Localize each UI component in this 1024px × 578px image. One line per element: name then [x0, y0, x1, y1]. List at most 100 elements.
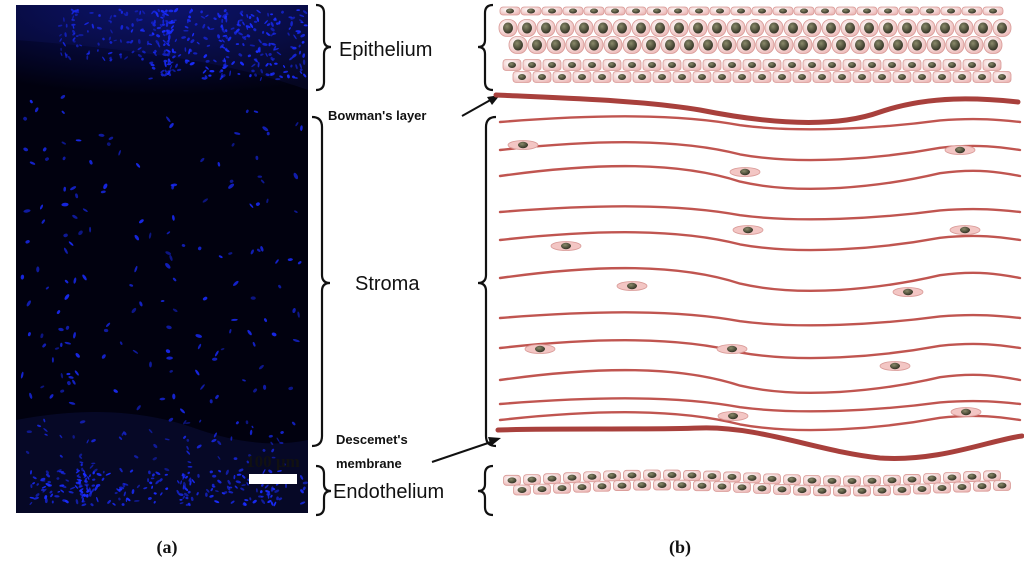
nucleus-dot — [119, 467, 123, 473]
cell-nucleus — [788, 22, 798, 34]
cell-nucleus — [958, 74, 966, 80]
nucleus-dot — [88, 487, 92, 493]
nucleus-dot — [45, 483, 51, 487]
nucleus-dot — [299, 63, 302, 69]
nucleus-dot — [148, 470, 151, 475]
nucleus-dot — [209, 69, 215, 73]
nucleus-dot — [172, 393, 176, 400]
nucleus-dot — [91, 484, 96, 487]
cell-nucleus — [997, 482, 1007, 489]
cell-nucleus — [779, 8, 787, 14]
nucleus-dot — [187, 490, 191, 494]
nucleus-dot — [189, 61, 195, 66]
cell-nucleus — [884, 8, 892, 14]
nucleus-dot — [151, 10, 155, 15]
nucleus-dot — [225, 469, 229, 475]
nucleus-dot — [205, 59, 210, 63]
epithelium-cells — [498, 6, 1012, 83]
collagen-fiber — [498, 397, 1022, 413]
nucleus-dot — [149, 61, 154, 65]
nucleus-dot — [123, 12, 127, 17]
nucleus-dot — [126, 497, 131, 502]
nucleus-dot — [57, 491, 61, 493]
nucleus-dot — [204, 75, 208, 79]
caption-b: (b) — [669, 537, 691, 558]
nucleus-dot — [155, 40, 160, 45]
nucleus-dot — [65, 53, 68, 59]
nucleus-dot — [183, 435, 187, 439]
nucleus-dot — [148, 429, 153, 434]
nucleus-dot — [51, 357, 54, 363]
nucleus-dot — [205, 14, 209, 18]
nucleus-dot — [155, 12, 159, 18]
nucleus-dot — [254, 73, 257, 77]
nucleus-dot — [233, 280, 239, 286]
nucleus-dot — [136, 484, 140, 489]
cell-nucleus — [883, 22, 893, 34]
nucleus-dot — [191, 479, 195, 484]
nucleus-dot — [220, 24, 223, 28]
cell-nucleus — [959, 22, 969, 34]
nucleus-dot — [75, 499, 79, 505]
nucleus-dot — [260, 53, 264, 56]
nucleus-dot — [20, 274, 25, 280]
nucleus-dot — [256, 16, 260, 23]
cell-nucleus — [589, 39, 599, 51]
nucleus-dot — [76, 475, 81, 479]
nucleus-dot — [179, 498, 183, 501]
nucleus-dot — [107, 51, 113, 55]
nucleus-dot — [160, 16, 164, 19]
nucleus-dot — [29, 392, 33, 399]
nucleus-dot — [302, 53, 306, 58]
nucleus-dot — [61, 485, 67, 489]
nucleus-dot — [251, 63, 256, 68]
nucleus-dot — [271, 448, 275, 453]
nucleus-dot — [40, 488, 45, 491]
cell-nucleus — [557, 485, 567, 492]
nucleus-dot — [37, 424, 42, 428]
nucleus-dot — [164, 9, 168, 13]
nucleus-dot — [85, 484, 88, 489]
cell-nucleus — [632, 8, 640, 14]
nucleus-dot — [103, 328, 109, 333]
label-bowmans-layer: Bowman's layer — [328, 108, 426, 123]
nucleus-dot — [139, 301, 143, 307]
nucleus-dot — [187, 37, 190, 42]
nucleus-dot — [181, 244, 186, 247]
nucleus-dot — [93, 468, 98, 473]
nucleus-dot — [81, 494, 84, 499]
nucleus-dot — [193, 52, 198, 55]
nucleus-dot — [123, 483, 129, 486]
nucleus-dot — [64, 279, 69, 284]
nucleus-dot — [245, 25, 251, 29]
cell-nucleus — [988, 62, 996, 68]
nucleus-dot — [170, 28, 174, 33]
keratocyte-nucleus — [955, 146, 965, 154]
cell-nucleus — [887, 477, 897, 484]
nucleus-dot — [215, 394, 219, 400]
nucleus-dot — [134, 234, 140, 241]
nucleus-dot — [72, 435, 75, 439]
nucleus-dot — [182, 484, 185, 490]
nucleus-dot — [49, 490, 53, 494]
nucleus-dot — [134, 455, 139, 459]
nucleus-dot — [42, 343, 47, 348]
cell-nucleus — [697, 482, 707, 489]
nucleus-dot — [26, 300, 31, 307]
nucleus-dot — [237, 73, 241, 75]
nucleus-dot — [178, 493, 184, 496]
keratocyte-nucleus — [627, 282, 637, 290]
nucleus-dot — [270, 494, 273, 498]
nucleus-dot — [170, 183, 178, 187]
nucleus-dot — [73, 277, 77, 284]
nucleus-dot — [112, 502, 116, 506]
nucleus-dot — [75, 470, 80, 474]
nucleus-dot — [186, 450, 191, 455]
nucleus-dot — [96, 496, 99, 503]
nucleus-dot — [118, 53, 123, 56]
nucleus-dot — [274, 489, 280, 493]
cell-nucleus — [927, 475, 937, 482]
cell-nucleus — [611, 8, 619, 14]
nucleus-dot — [118, 150, 121, 156]
nucleus-dot — [169, 122, 174, 129]
